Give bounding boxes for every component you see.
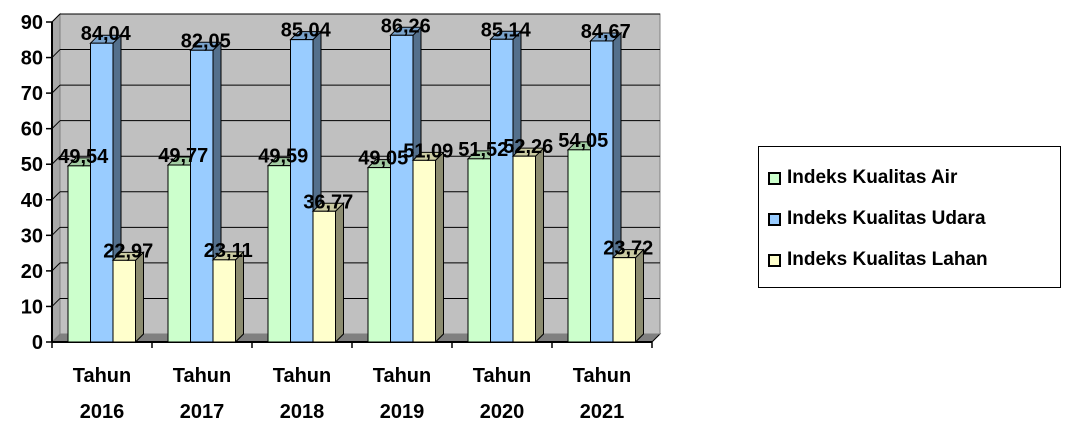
plot-area-side-wall [51, 12, 61, 344]
bar-side [235, 250, 244, 344]
bar [590, 40, 614, 343]
y-tick-label: 70 [21, 83, 43, 105]
gridline-diagonal [51, 13, 61, 23]
bar [612, 257, 636, 343]
plot-area-wall [59, 13, 661, 335]
data-label: 54,05 [558, 130, 608, 152]
data-label: 49,05 [358, 148, 408, 170]
bar [167, 164, 191, 343]
gridline-diagonal [51, 120, 61, 130]
bar [67, 165, 91, 343]
x-tick-label: 2020 [480, 401, 525, 423]
legend-swatch [768, 171, 781, 185]
gridline-diagonal [51, 84, 61, 94]
bar-side [135, 251, 144, 344]
data-label: 82,05 [181, 30, 231, 52]
bar [412, 159, 436, 343]
bar [112, 259, 136, 343]
legend-label: Indeks Kualitas Lahan [787, 249, 988, 270]
gridline-diagonal [51, 298, 61, 307]
x-tick-label: 2019 [380, 401, 425, 423]
gridline-diagonal [51, 262, 61, 272]
legend-swatch [768, 253, 781, 267]
x-tick-label: Tahun [273, 365, 332, 387]
bar-side [535, 146, 544, 344]
x-tick-label: Tahun [373, 365, 432, 387]
gridline-diagonal [51, 49, 61, 58]
legend-label: Indeks Kualitas Udara [787, 208, 986, 229]
bar [367, 167, 391, 343]
gridline-diagonal [51, 191, 61, 201]
y-tick-label: 80 [21, 48, 43, 70]
data-label: 36,77 [303, 191, 353, 213]
bar-side [335, 202, 344, 344]
bar [567, 149, 591, 343]
data-label: 52,26 [503, 136, 553, 158]
bar [467, 158, 491, 343]
legend-label: Indeks Kualitas Air [787, 167, 958, 188]
y-tick-label: 30 [21, 225, 43, 247]
bar [312, 210, 336, 343]
gridline-diagonal [51, 155, 61, 165]
bar-side [635, 248, 644, 344]
y-tick-label: 60 [21, 119, 43, 141]
gridline-diagonal [51, 226, 61, 236]
bar [512, 155, 536, 343]
x-tick-label: Tahun [73, 365, 132, 387]
y-tick-label: 40 [21, 190, 43, 212]
y-tick-label: 10 [21, 296, 43, 318]
x-tick-label: 2018 [280, 401, 325, 423]
data-label: 51,52 [458, 139, 508, 161]
bar [90, 42, 114, 343]
data-label: 51,09 [403, 140, 453, 162]
bar [190, 49, 214, 343]
legend-item: Indeks Kualitas Lahan [768, 247, 988, 273]
data-label: 49,59 [258, 146, 308, 168]
x-tick-label: 2021 [580, 401, 625, 423]
bar [490, 38, 514, 343]
data-label: 49,77 [158, 145, 208, 167]
x-tick-label: Tahun [173, 365, 232, 387]
x-tick-label: 2016 [80, 401, 125, 423]
data-label: 23,72 [603, 238, 653, 260]
y-tick-label: 90 [21, 12, 43, 34]
bar-chart: 0 10 20 30 40 50 60 70 80 90 Tahun 2016 Tahun 2017 Tah… [21, 12, 662, 423]
data-label: 86,26 [381, 15, 431, 37]
y-tick-label: 20 [21, 261, 43, 283]
data-label: 85,14 [481, 19, 532, 41]
legend-item: Indeks Kualitas Udara [768, 206, 986, 232]
chart-legend: Indeks Kualitas Air Indeks Kualitas Udara… [758, 146, 1061, 288]
data-label: 22,97 [103, 240, 153, 262]
y-tick-label: 0 [32, 332, 43, 354]
data-label: 23,11 [204, 240, 253, 262]
bar [390, 34, 414, 343]
data-label: 84,04 [81, 23, 132, 45]
y-tick-label: 50 [21, 154, 43, 176]
legend-swatch [768, 212, 781, 226]
bar [212, 259, 236, 343]
x-tick-label: Tahun [473, 365, 532, 387]
data-label: 84,67 [581, 21, 631, 43]
data-label: 85,04 [281, 20, 332, 42]
data-label: 49,54 [58, 146, 109, 168]
legend-item: Indeks Kualitas Air [768, 165, 957, 191]
bar-side [435, 151, 444, 344]
x-tick-label: Tahun [573, 365, 632, 387]
bar [267, 165, 291, 343]
bar [290, 39, 314, 343]
x-tick-label: 2017 [180, 401, 225, 423]
